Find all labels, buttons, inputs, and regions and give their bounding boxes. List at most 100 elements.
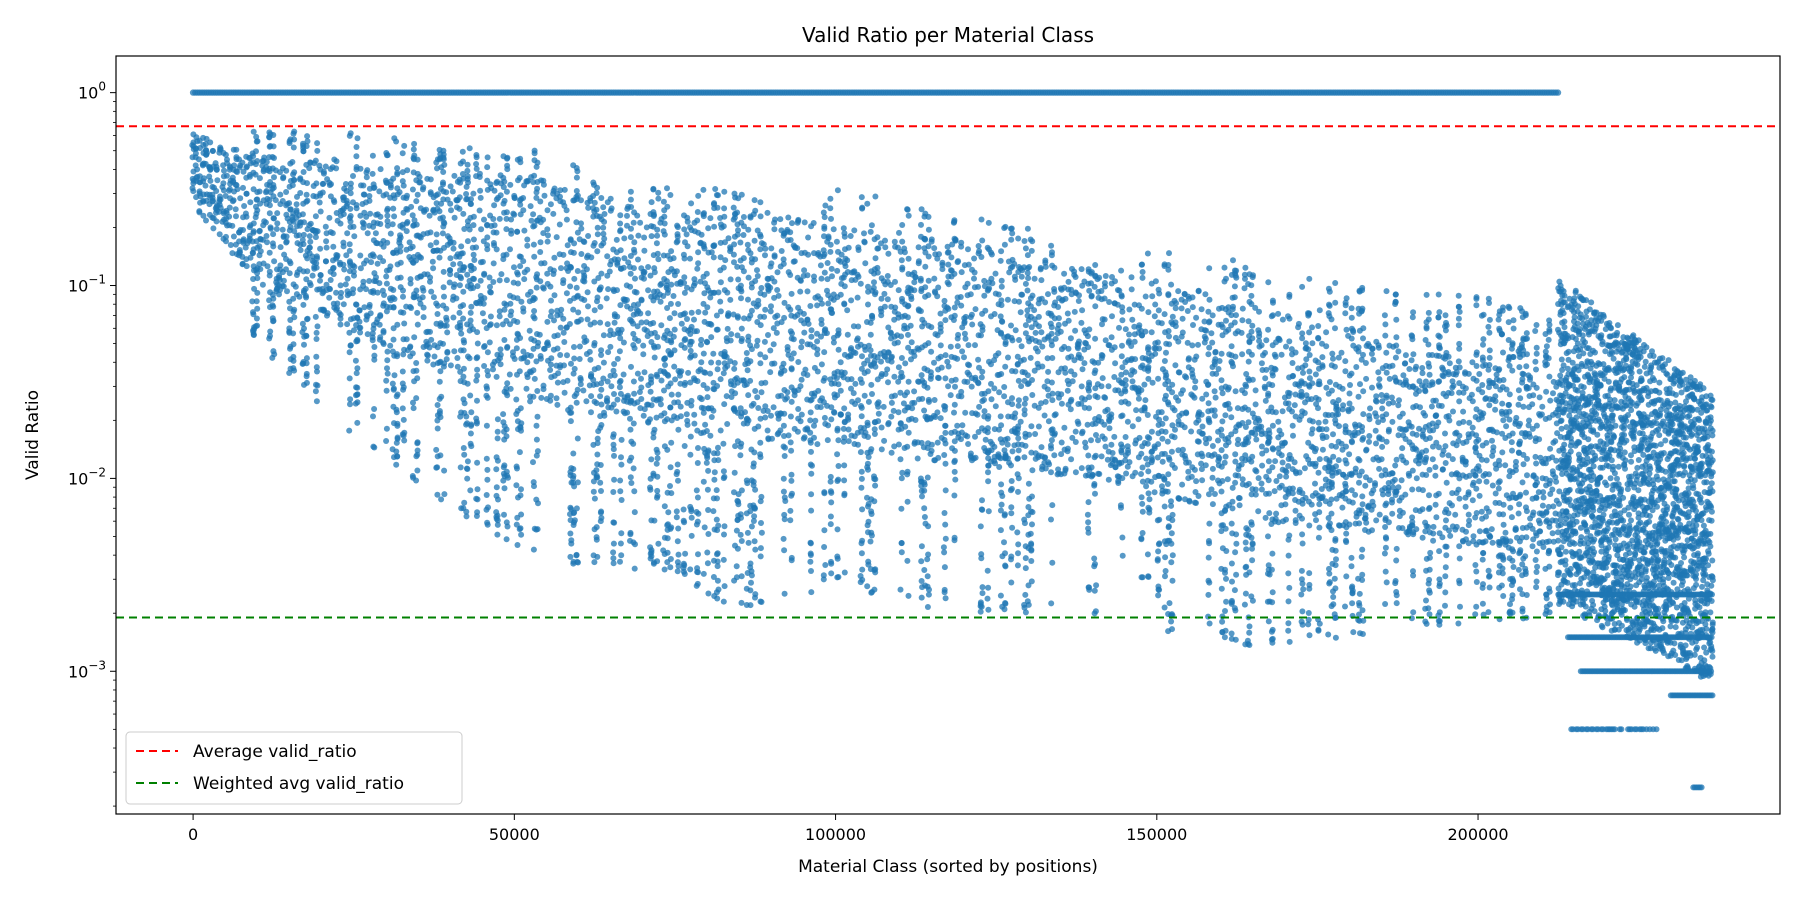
scatter-point bbox=[517, 335, 524, 341]
scatter-point bbox=[864, 368, 871, 375]
scatter-point bbox=[674, 568, 681, 575]
scatter-point bbox=[390, 304, 397, 310]
scatter-point bbox=[384, 365, 390, 372]
scatter-point bbox=[1014, 471, 1021, 478]
scatter-point bbox=[767, 347, 774, 354]
scatter-point bbox=[691, 316, 697, 323]
scatter-point bbox=[827, 205, 834, 212]
scatter-point bbox=[921, 407, 928, 414]
scatter-point bbox=[918, 594, 925, 601]
scatter-point bbox=[1042, 398, 1049, 405]
scatter-point bbox=[858, 484, 865, 491]
scatter-point bbox=[250, 229, 257, 236]
scatter-point bbox=[503, 188, 510, 195]
scatter-point bbox=[270, 143, 277, 150]
scatter-point bbox=[583, 266, 590, 273]
scatter-point bbox=[242, 210, 249, 217]
scatter-point bbox=[958, 393, 965, 400]
scatter-point bbox=[825, 300, 832, 307]
scatter-point bbox=[567, 404, 574, 411]
scatter-point bbox=[413, 287, 420, 294]
scatter-point bbox=[731, 405, 738, 412]
scatter-point bbox=[687, 433, 694, 440]
scatter-point bbox=[898, 369, 905, 376]
scatter-point bbox=[704, 549, 711, 556]
scatter-point bbox=[634, 370, 641, 377]
scatter-point bbox=[513, 396, 520, 403]
scatter-point bbox=[577, 375, 584, 381]
scatter-point bbox=[651, 269, 658, 276]
scatter-point bbox=[403, 336, 410, 343]
scatter-point bbox=[991, 443, 998, 450]
scatter-point bbox=[303, 373, 310, 380]
scatter-point bbox=[884, 273, 891, 279]
scatter-point bbox=[827, 248, 834, 255]
scatter-point bbox=[520, 195, 527, 201]
scatter-point bbox=[464, 238, 471, 245]
scatter-point bbox=[942, 352, 949, 359]
scatter-point bbox=[995, 291, 1002, 298]
scatter-point bbox=[1034, 348, 1041, 355]
scatter-point bbox=[774, 287, 781, 293]
scatter-point bbox=[774, 269, 781, 276]
scatter-point bbox=[988, 396, 995, 403]
scatter-point bbox=[918, 543, 925, 550]
scatter-point bbox=[657, 401, 664, 408]
scatter-point bbox=[979, 237, 986, 244]
scatter-point bbox=[814, 351, 821, 358]
scatter-point bbox=[441, 161, 448, 168]
scatter-point bbox=[253, 203, 259, 210]
scatter-point bbox=[715, 359, 722, 366]
scatter-point bbox=[271, 215, 277, 222]
scatter-point bbox=[1028, 508, 1034, 515]
scatter-point bbox=[571, 344, 577, 350]
scatter-point bbox=[1037, 266, 1044, 273]
scatter-point bbox=[578, 251, 585, 257]
scatter-point bbox=[527, 203, 534, 210]
scatter-point bbox=[438, 393, 445, 400]
scatter-point bbox=[704, 385, 711, 392]
scatter-point bbox=[470, 213, 477, 220]
scatter-point bbox=[837, 359, 844, 366]
scatter-point bbox=[777, 216, 784, 223]
scatter-point bbox=[366, 278, 373, 284]
scatter-point bbox=[997, 413, 1004, 420]
scatter-point bbox=[921, 487, 928, 494]
scatter-point bbox=[577, 381, 584, 388]
scatter-point bbox=[273, 226, 280, 232]
scatter-point bbox=[945, 261, 952, 268]
scatter-point bbox=[341, 266, 348, 273]
scatter-point bbox=[501, 337, 508, 343]
scatter-point bbox=[196, 209, 203, 216]
scatter-point bbox=[394, 422, 401, 429]
scatter-point bbox=[631, 488, 638, 495]
scatter-point bbox=[671, 347, 678, 354]
scatter-point bbox=[312, 388, 319, 395]
scatter-point bbox=[389, 221, 396, 228]
scatter-point bbox=[233, 213, 239, 220]
scatter-point bbox=[484, 164, 491, 171]
scatter-point bbox=[892, 392, 898, 399]
scatter-point bbox=[707, 432, 714, 439]
scatter-point bbox=[548, 297, 554, 304]
scatter-point bbox=[1032, 431, 1039, 437]
scatter-point bbox=[424, 357, 431, 364]
scatter-point bbox=[730, 204, 737, 211]
scatter-point bbox=[555, 370, 562, 377]
scatter-point bbox=[389, 294, 396, 301]
scatter-point bbox=[737, 452, 744, 459]
scatter-point bbox=[939, 262, 946, 268]
scatter-point bbox=[795, 406, 802, 412]
scatter-point bbox=[768, 303, 774, 310]
scatter-point bbox=[762, 379, 769, 386]
scatter-point bbox=[456, 309, 463, 316]
scatter-point bbox=[610, 433, 617, 440]
scatter-point bbox=[518, 486, 524, 493]
scatter-point bbox=[834, 332, 841, 339]
scatter-point bbox=[251, 285, 258, 292]
scatter-point bbox=[594, 553, 601, 560]
scatter-point bbox=[343, 197, 350, 204]
scatter-point bbox=[574, 168, 581, 175]
scatter-point bbox=[621, 235, 628, 242]
scatter-point bbox=[648, 233, 655, 240]
